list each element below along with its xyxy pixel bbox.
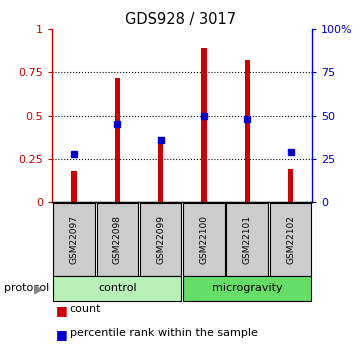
Bar [115, 78, 120, 202]
Bar [183, 276, 312, 301]
Bar [226, 203, 268, 276]
Text: control: control [98, 284, 136, 293]
Bar [183, 203, 225, 276]
Text: GSM22101: GSM22101 [243, 215, 252, 264]
Text: ▶: ▶ [34, 282, 43, 295]
Bar [270, 203, 312, 276]
Text: microgravity: microgravity [212, 284, 283, 293]
Text: GSM22098: GSM22098 [113, 215, 122, 264]
Text: count: count [70, 304, 101, 314]
Bar [96, 203, 138, 276]
Text: percentile rank within the sample: percentile rank within the sample [70, 328, 257, 338]
Text: GSM22099: GSM22099 [156, 215, 165, 264]
Bar [245, 60, 250, 202]
Text: GSM22102: GSM22102 [286, 215, 295, 264]
Text: protocol: protocol [4, 284, 49, 293]
Text: GDS928 / 3017: GDS928 / 3017 [125, 12, 236, 27]
Text: ■: ■ [56, 304, 68, 317]
Bar [53, 276, 182, 301]
Bar [158, 143, 163, 202]
Bar [288, 169, 293, 202]
Text: GSM22097: GSM22097 [70, 215, 78, 264]
Bar [71, 171, 77, 202]
Bar [201, 48, 206, 202]
Text: ■: ■ [56, 328, 68, 342]
Bar [140, 203, 182, 276]
Text: GSM22100: GSM22100 [200, 215, 208, 264]
Bar [53, 203, 95, 276]
